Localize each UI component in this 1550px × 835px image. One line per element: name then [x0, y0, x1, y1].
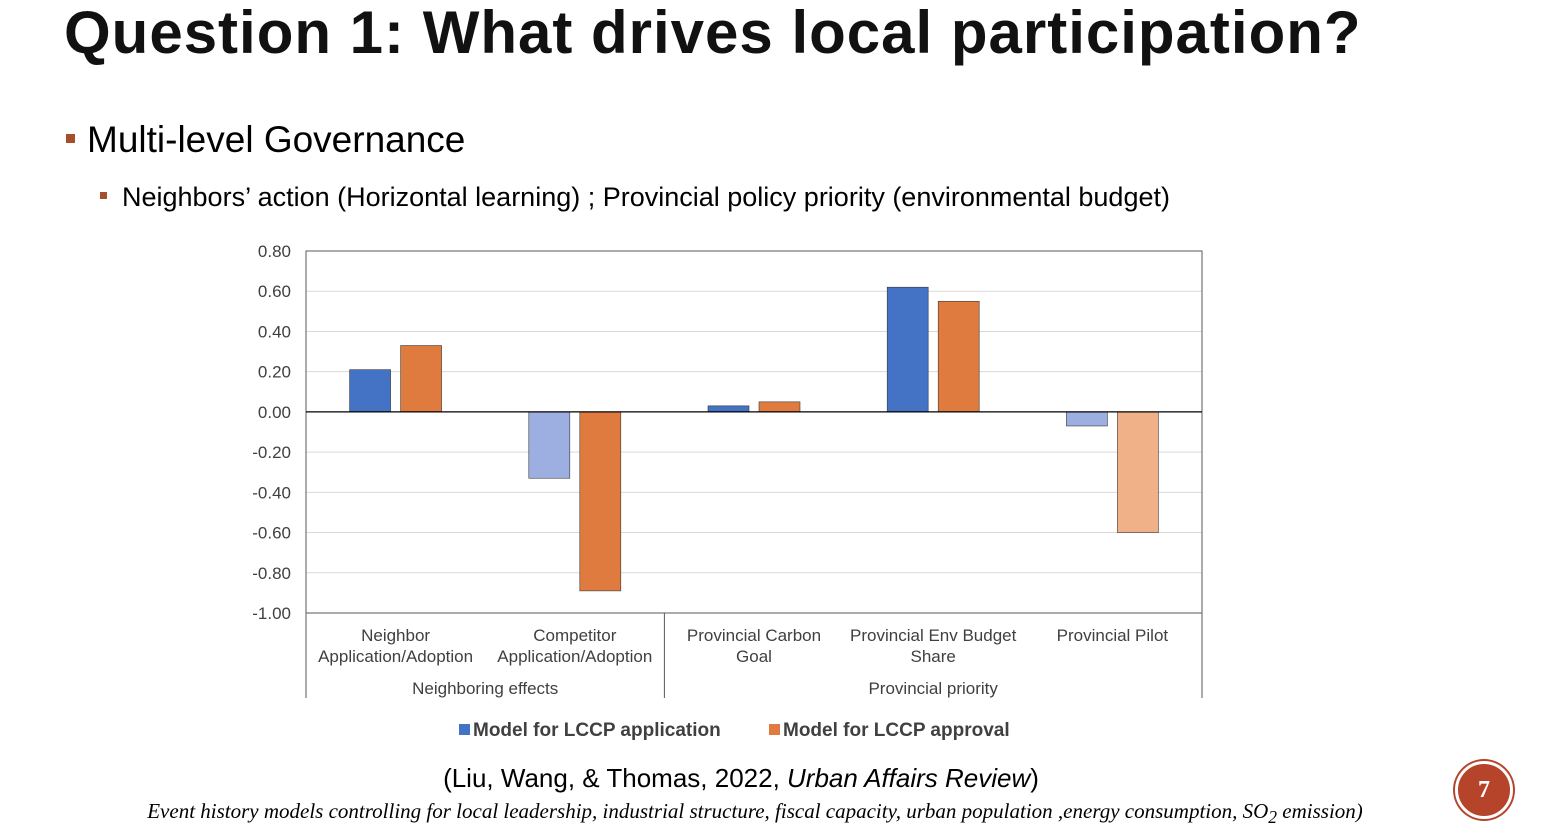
y-tick-label: -1.00: [252, 604, 291, 623]
category-label-line1: Competitor: [533, 626, 616, 645]
bullet-neighbors-action: Neighbors’ action (Horizontal learning) …: [100, 179, 1170, 215]
citation-prefix: (Liu, Wang, & Thomas, 2022,: [443, 763, 788, 793]
y-tick-label: 0.40: [258, 322, 291, 341]
group-label: Neighboring effects: [412, 679, 558, 698]
bar: [758, 401, 801, 413]
bullet-square-icon: [66, 133, 75, 143]
bar: [400, 345, 442, 413]
legend-swatch: [459, 724, 470, 735]
category-label-line2: Goal: [736, 647, 772, 666]
note-prefix: Event history models controlling for loc…: [147, 799, 1269, 823]
page-number-badge: 7: [1455, 761, 1513, 819]
slide-title: Question 1: What drives local participat…: [64, 0, 1362, 66]
bullet-square-icon: [100, 192, 107, 200]
bullet-1-text: Multi-level Governance: [87, 119, 466, 160]
model-note: Event history models controlling for loc…: [0, 797, 1510, 831]
category-label-line1: Provincial Carbon: [687, 626, 821, 645]
bar: [1117, 411, 1159, 533]
plot-area-frame: [305, 250, 1203, 614]
y-tick-label: -0.60: [252, 524, 291, 543]
legend-swatch: [769, 724, 780, 735]
bar: [1066, 411, 1108, 427]
bar: [579, 411, 622, 592]
bar: [349, 369, 391, 413]
y-tick-label: -0.20: [252, 443, 291, 462]
bar: [528, 411, 571, 479]
y-tick-label: -0.40: [252, 483, 291, 502]
note-suffix: emission): [1277, 799, 1363, 823]
bullet-2-text: Neighbors’ action (Horizontal learning) …: [122, 182, 1170, 212]
bar: [886, 286, 929, 413]
citation: (Liu, Wang, & Thomas, 2022, Urban Affair…: [0, 762, 1482, 794]
category-label-line2: Application/Adoption: [318, 647, 473, 666]
bar: [707, 405, 750, 413]
category-label-line2: Application/Adoption: [497, 647, 652, 666]
legend-label: Model for LCCP application: [473, 720, 721, 741]
citation-suffix: ): [1030, 763, 1039, 793]
y-tick-label: 0.00: [258, 403, 291, 422]
group-label: Provincial priority: [868, 679, 998, 698]
bar: [937, 300, 980, 413]
note-subscript: 2: [1268, 807, 1278, 828]
citation-journal: Urban Affairs Review: [787, 763, 1031, 793]
category-label-line2: Share: [911, 647, 956, 666]
bullet-multi-level-governance: Multi-level Governance: [66, 116, 465, 164]
legend-label: Model for LCCP approval: [783, 720, 1010, 741]
category-label-line1: Provincial Env Budget: [850, 626, 1017, 645]
y-tick-label: 0.20: [258, 363, 291, 382]
y-tick-label: -0.80: [252, 564, 291, 583]
category-label-line1: Neighbor: [361, 626, 430, 645]
category-label-line1: Provincial Pilot: [1057, 626, 1169, 645]
y-tick-label: 0.60: [258, 282, 291, 301]
y-tick-label: 0.80: [258, 242, 291, 261]
